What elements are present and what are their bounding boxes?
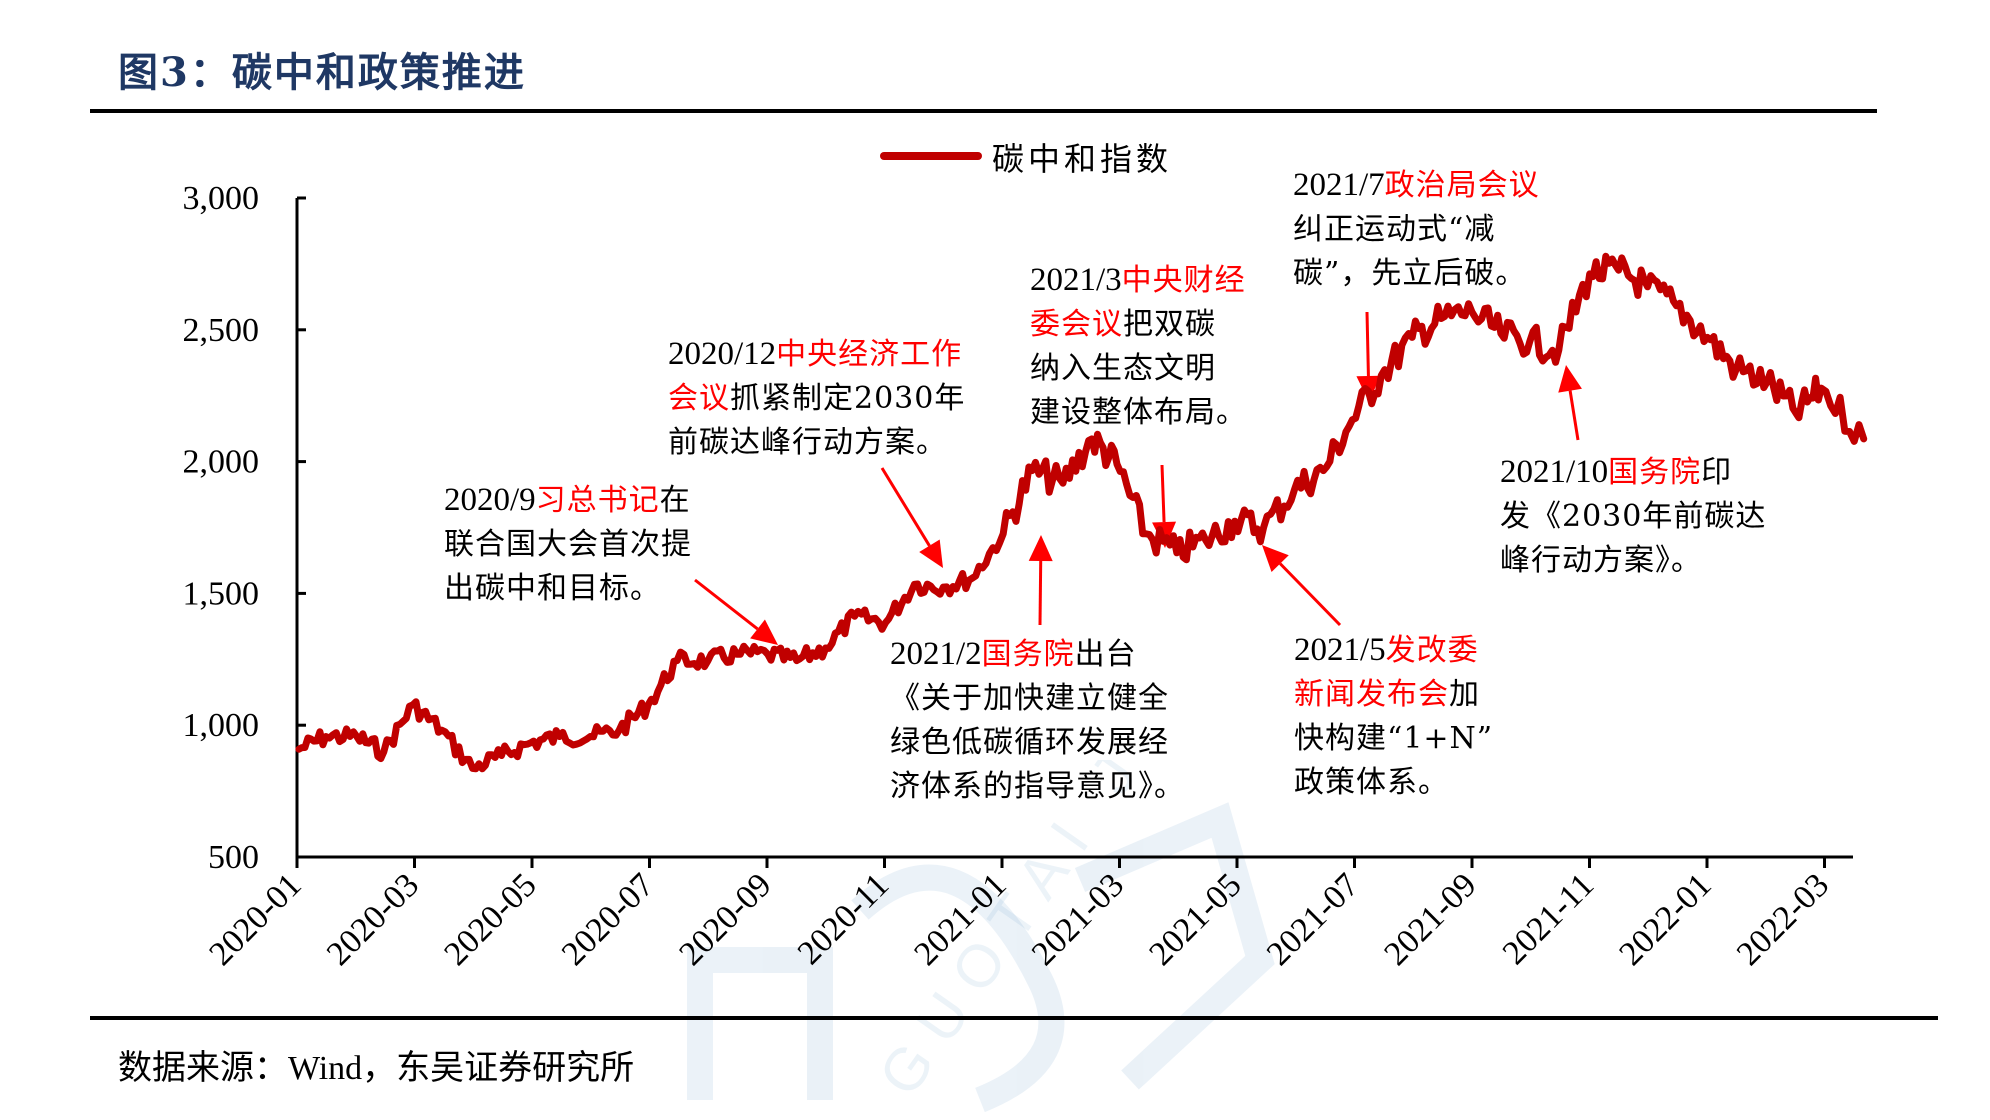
annotation-highlight: 会议 [668,381,730,416]
y-tick-label: 1,500 [183,575,260,612]
y-tick-label: 2,500 [183,312,260,349]
annotation-text: 前碳达峰行动方案。 [668,421,965,465]
x-tick-label: 2020-07 [555,866,661,972]
annotation-highlight: 政治局会议 [1385,168,1540,203]
x-tick-label: 2020-05 [437,866,543,972]
x-tick-label: 2021-01 [907,866,1013,972]
annotation-text: 济体系的指导意见》。 [890,765,1185,809]
annotation-highlight: 习总书记 [536,483,660,518]
x-tick-label: 2020-01 [202,866,308,972]
annotation-highlight: 中央财经 [1122,263,1246,298]
annotation-text: 建设整体布局。 [1030,391,1247,435]
annotation-text: 印 [1701,455,1732,490]
annotation-2021-5: 2021/5发改委 新闻发布会加 快构建“1+N” 政策体系。 [1294,628,1493,805]
arrow-2021-10 [1558,365,1582,440]
arrow-2021-5 [1262,545,1340,625]
x-tick-label: 2021-03 [1025,866,1131,972]
annotation-highlight: 国务院 [982,637,1075,672]
annotation-text: 峰行动方案》。 [1500,539,1766,583]
annotation-text: 出台 [1075,637,1137,672]
annotation-date: 2021/7 [1293,167,1385,203]
y-tick-label: 1,000 [183,707,260,744]
annotation-text: 《关于加快建立健全 [890,677,1185,721]
annotation-text: 绿色低碳循环发展经 [890,721,1185,765]
annotation-text: 联合国大会首次提 [444,523,692,567]
annotation-2021-7: 2021/7政治局会议 纠正运动式“减 碳”，先立后破。 [1293,163,1540,296]
annotation-highlight: 国务院 [1608,455,1701,490]
annotation-date: 2021/3 [1030,262,1122,298]
annotation-date: 2020/12 [668,336,776,372]
annotation-text: 抓紧制定2030年 [730,381,965,416]
annotation-text: 发《2030年前碳达 [1500,495,1766,539]
annotation-2021-3: 2021/3中央财经 委会议把双碳 纳入生态文明 建设整体布局。 [1030,258,1247,435]
x-tick-label: 2022-01 [1612,866,1718,972]
annotation-date: 2021/10 [1500,454,1608,490]
annotation-text: 把双碳 [1123,307,1216,342]
annotation-2020-9: 2020/9习总书记在 联合国大会首次提 出碳中和目标。 [444,478,692,611]
x-tick-label: 2020-03 [320,866,426,972]
bottom-rule [90,1016,1938,1020]
arrow-2020-12 [882,468,943,568]
data-source: 数据来源：Wind，东吴证券研究所 [118,1040,634,1089]
annotation-highlight: 新闻发布会 [1294,677,1449,712]
annotation-text: 纳入生态文明 [1030,347,1247,391]
x-tick-label: 2021-09 [1377,866,1483,972]
arrow-2020-9 [695,580,778,645]
annotation-date: 2020/9 [444,482,536,518]
annotation-2021-2: 2021/2国务院出台 《关于加快建立健全 绿色低碳循环发展经 济体系的指导意见… [890,632,1185,809]
x-tick-label: 2020-11 [791,866,896,971]
x-tick-label: 2022-03 [1730,866,1836,972]
y-tick-label: 3,000 [183,180,260,217]
y-tick-label: 500 [208,839,259,876]
y-tick-label: 2,000 [183,444,260,481]
annotation-text: 加 [1449,677,1480,712]
annotation-text: 在 [660,483,691,518]
annotation-text: 政策体系。 [1294,761,1493,805]
x-tick-label: 2020-09 [672,866,778,972]
annotation-date: 2021/2 [890,636,982,672]
annotation-text: 纠正运动式“减 [1293,208,1540,252]
annotation-2020-12: 2020/12中央经济工作 会议抓紧制定2030年 前碳达峰行动方案。 [668,332,965,465]
arrow-2021-2 [1029,535,1053,625]
annotation-highlight: 中央经济工作 [776,337,962,372]
annotation-highlight: 委会议 [1030,307,1123,342]
annotation-date: 2021/5 [1294,632,1386,668]
x-tick-label: 2021-05 [1142,866,1248,972]
annotation-highlight: 发改委 [1386,633,1479,668]
annotation-text: 出碳中和目标。 [444,567,692,611]
x-tick-label: 2021-11 [1496,866,1601,971]
annotation-text: 碳”，先立后破。 [1293,252,1540,296]
annotation-text: 快构建“1+N” [1294,717,1493,761]
legend-label: 碳中和指数 [992,134,1172,180]
x-tick-label: 2021-07 [1260,866,1366,972]
annotation-2021-10: 2021/10国务院印 发《2030年前碳达 峰行动方案》。 [1500,450,1766,583]
